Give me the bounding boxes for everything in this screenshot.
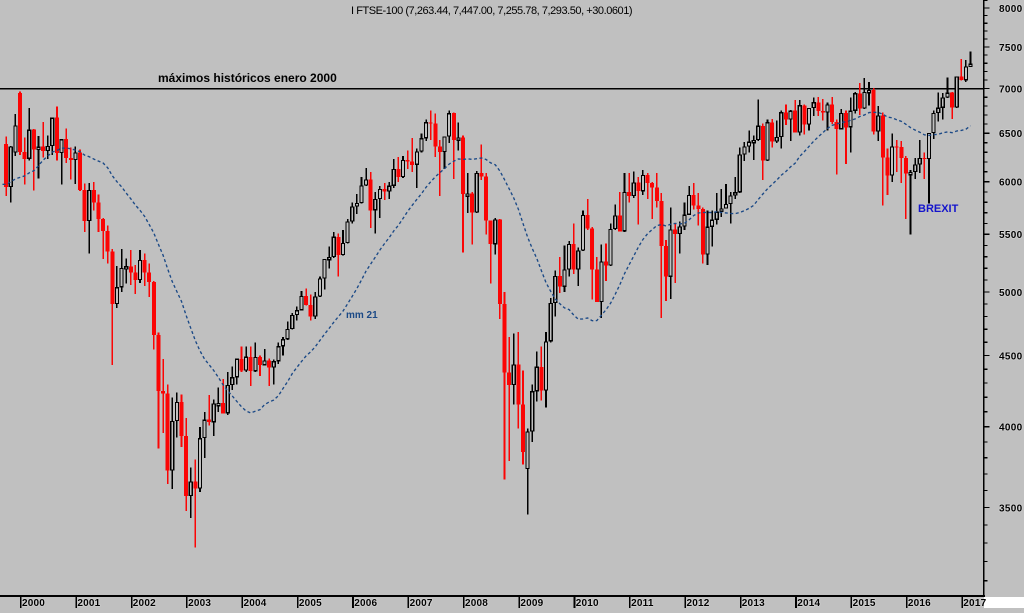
svg-text:2001: 2001	[77, 598, 100, 608]
svg-text:I FTSE-100 (7,263.44, 7,447.00: I FTSE-100 (7,263.44, 7,447.00, 7,255.78…	[351, 5, 632, 17]
svg-text:7500: 7500	[999, 43, 1023, 54]
svg-text:2009: 2009	[520, 598, 543, 608]
svg-text:2014: 2014	[797, 598, 820, 608]
svg-text:2017: 2017	[963, 598, 986, 608]
svg-text:7000: 7000	[999, 85, 1023, 96]
svg-text:2011: 2011	[631, 598, 654, 608]
svg-text:2016: 2016	[908, 598, 931, 608]
svg-text:6500: 6500	[999, 129, 1023, 140]
svg-text:2002: 2002	[133, 598, 156, 608]
svg-text:5000: 5000	[999, 288, 1023, 299]
svg-text:máximos históricos enero 2000: máximos históricos enero 2000	[158, 71, 337, 85]
svg-text:mm 21: mm 21	[346, 310, 378, 321]
svg-text:2015: 2015	[853, 598, 876, 608]
svg-text:2000: 2000	[22, 598, 45, 608]
svg-text:2012: 2012	[687, 598, 710, 608]
svg-text:2005: 2005	[299, 598, 322, 608]
svg-text:2010: 2010	[576, 598, 599, 608]
svg-text:2013: 2013	[742, 598, 765, 608]
svg-text:4000: 4000	[999, 423, 1023, 434]
svg-text:5500: 5500	[999, 230, 1023, 241]
svg-text:3500: 3500	[999, 503, 1023, 514]
svg-text:BREXIT: BREXIT	[918, 203, 959, 215]
svg-text:2003: 2003	[188, 598, 211, 608]
svg-text:2006: 2006	[354, 598, 377, 608]
svg-text:8000: 8000	[999, 4, 1023, 15]
svg-text:4500: 4500	[999, 352, 1023, 363]
svg-text:2004: 2004	[244, 598, 267, 608]
svg-text:2008: 2008	[465, 598, 488, 608]
svg-text:6000: 6000	[999, 178, 1023, 189]
svg-text:2007: 2007	[410, 598, 433, 608]
